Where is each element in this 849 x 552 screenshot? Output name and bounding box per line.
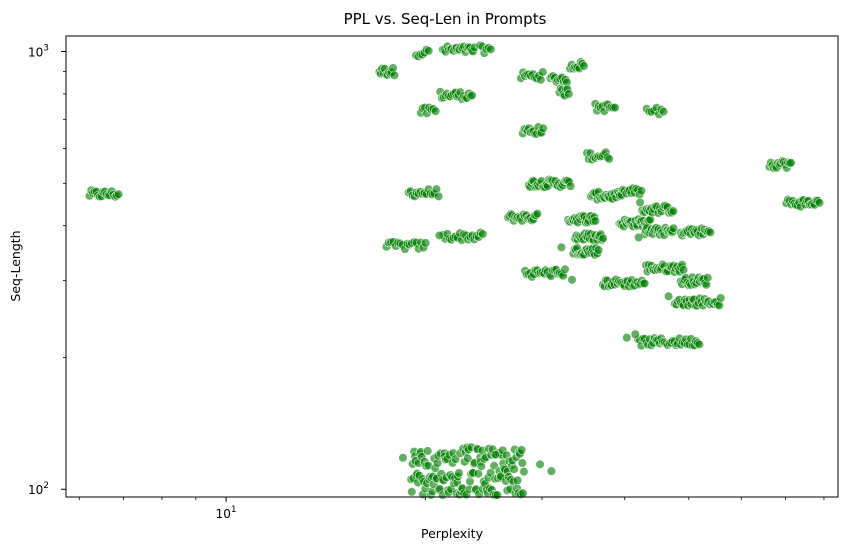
data-point <box>564 89 574 99</box>
data-point <box>423 446 433 456</box>
x-axis-label: Perplexity <box>421 526 484 541</box>
data-point <box>433 191 444 201</box>
data-point <box>640 278 650 288</box>
data-point <box>694 339 704 349</box>
data-point <box>535 459 545 469</box>
chart-title: PPL vs. Seq-Len in Prompts <box>344 10 547 28</box>
data-point <box>536 75 546 85</box>
data-point <box>430 106 441 116</box>
data-point <box>598 233 608 243</box>
data-point <box>538 123 548 133</box>
data-point <box>517 458 527 468</box>
data-point <box>663 291 674 301</box>
data-point <box>590 216 600 226</box>
data-point <box>424 46 434 56</box>
data-point <box>635 197 645 208</box>
points-layer <box>84 40 825 500</box>
data-point <box>538 67 548 77</box>
data-point <box>703 273 713 283</box>
data-point <box>622 333 632 343</box>
data-point <box>579 61 589 71</box>
data-point <box>567 275 577 285</box>
data-point <box>593 245 604 255</box>
data-point <box>556 242 567 252</box>
data-point <box>454 468 464 478</box>
data-point <box>518 488 528 498</box>
data-point <box>636 186 647 196</box>
data-point <box>610 102 620 113</box>
y-tick-label: 103 <box>28 44 49 60</box>
data-point <box>786 158 796 168</box>
data-point <box>492 490 502 500</box>
data-point <box>546 466 557 476</box>
data-point <box>478 229 488 239</box>
data-point <box>630 329 640 339</box>
data-point <box>668 206 678 216</box>
data-point <box>604 154 614 164</box>
x-tick-label: 101 <box>216 505 237 521</box>
data-point <box>716 293 726 303</box>
data-point <box>490 449 500 460</box>
data-point <box>705 227 715 238</box>
data-point <box>421 238 431 248</box>
data-point <box>668 223 679 233</box>
data-point <box>467 90 477 100</box>
data-point <box>814 198 825 208</box>
data-point <box>463 453 473 464</box>
data-point <box>113 189 124 199</box>
y-axis-label: Seq-Length <box>8 230 23 301</box>
ticks-layer: 101 102 103 <box>28 44 825 521</box>
data-point <box>398 453 408 463</box>
data-point <box>512 475 523 485</box>
data-point <box>634 232 644 243</box>
data-point <box>658 106 669 117</box>
data-point <box>565 181 576 191</box>
data-point <box>434 230 445 241</box>
data-point <box>517 445 527 455</box>
data-point <box>389 70 400 80</box>
data-point <box>407 487 417 497</box>
data-point <box>532 209 543 219</box>
data-point <box>486 44 496 54</box>
data-point <box>560 264 570 274</box>
data-point <box>509 464 519 474</box>
data-point <box>678 265 689 275</box>
plot-frame <box>65 35 839 498</box>
data-point <box>519 467 529 477</box>
y-tick-label: 102 <box>28 481 49 497</box>
